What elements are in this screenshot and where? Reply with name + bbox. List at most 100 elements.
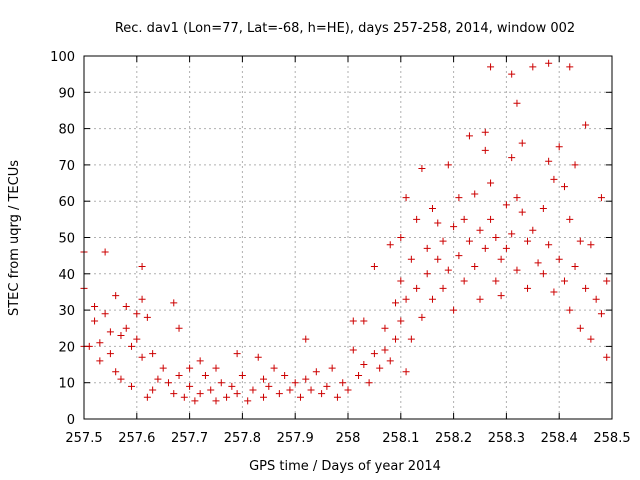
data-point [476,226,484,234]
data-point [117,375,125,383]
data-point [566,63,574,71]
data-point [529,63,537,71]
y-tick-label: 50 [58,232,75,247]
data-point [428,204,436,212]
data-point [518,139,526,147]
data-point [138,263,146,271]
data-point [471,263,479,271]
data-point [307,386,315,394]
y-tick-label: 40 [58,268,75,283]
data-point [85,342,93,350]
data-point [471,190,479,198]
data-point [492,234,500,241]
x-tick-label: 258.4 [541,431,578,446]
data-point [513,266,521,274]
data-point [566,215,574,223]
data-point [270,364,278,372]
data-point [571,161,579,169]
data-point [434,255,442,263]
data-point [281,371,289,379]
data-point [397,234,405,241]
data-point [302,375,310,383]
x-tick-label: 257.6 [118,431,155,446]
data-point [217,379,225,387]
data-point [576,324,584,332]
data-point [450,223,458,231]
data-point [106,328,114,336]
data-point [360,361,368,369]
data-point [508,70,516,78]
data-point [106,350,114,358]
data-point [349,317,357,325]
data-point [397,317,405,325]
data-point [502,244,510,252]
x-tick-label: 257.9 [277,431,314,446]
data-point [418,313,426,321]
data-point [603,353,611,361]
data-point [497,292,505,300]
data-point [534,259,542,267]
data-point [455,252,463,260]
data-point [370,263,378,271]
data-point [481,146,489,154]
data-point [186,364,194,372]
data-point [133,310,141,318]
x-tick-label: 258.5 [593,431,630,446]
data-point [254,353,262,361]
data-point [402,368,410,376]
x-axis-label: GPS time / Days of year 2014 [249,459,441,474]
data-point [407,335,415,343]
data-point [101,310,109,318]
data-point [149,350,157,358]
data-point [296,393,304,401]
data-point [360,317,368,325]
data-point [492,277,500,285]
data-point [96,339,104,347]
data-point [260,393,268,401]
data-point [508,230,516,238]
data-point [180,393,188,401]
data-point [312,368,320,376]
data-point [555,255,563,263]
data-point [407,255,415,263]
data-point [381,324,389,332]
data-point [233,350,241,358]
data-point [333,393,341,401]
data-point [481,128,489,136]
data-point [318,390,326,398]
data-point [101,248,109,256]
data-point [159,364,167,372]
x-tick-label: 257.8 [224,431,261,446]
data-point [545,157,553,165]
data-point [286,386,294,394]
y-tick-label: 90 [58,86,75,101]
data-point [149,386,157,394]
data-point [597,310,605,318]
data-point [576,237,584,245]
data-point [587,241,595,249]
data-point [550,288,558,296]
data-point [302,335,310,343]
data-point [508,154,516,162]
data-point [244,397,252,405]
data-point [196,357,204,365]
y-tick-label: 100 [50,50,75,65]
data-point [122,324,130,332]
data-point [455,194,463,202]
data-point [539,270,547,278]
chart-title: Rec. dav1 (Lon=77, Lat=-68, h=HE), days … [115,21,575,36]
data-point [444,266,452,274]
data-point [592,295,600,303]
data-point [450,306,458,314]
data-point [513,194,521,202]
data-point [170,390,178,398]
data-point [555,143,563,151]
data-point [481,244,489,252]
x-tick-label: 258.3 [488,431,525,446]
data-point [344,386,352,394]
data-point [524,284,532,292]
data-point [582,284,590,292]
data-point [260,375,268,383]
data-point [196,390,204,398]
